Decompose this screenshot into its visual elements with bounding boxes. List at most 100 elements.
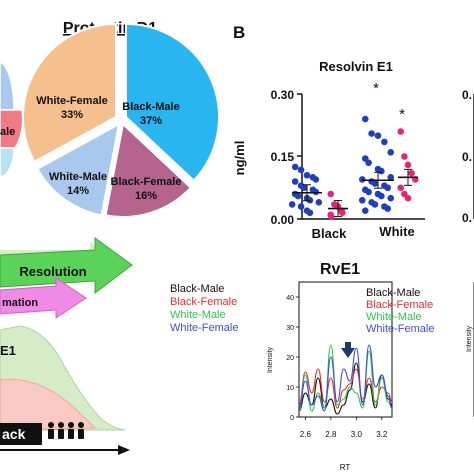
flow-legend-black-female: Black-Female [170,296,237,308]
chrom-ylabel: Intensity [267,346,274,373]
chrom-xtick-label: 2.8 [325,430,337,439]
right-partial-ylabel: Intensity [466,325,473,352]
right-partial-tick: 0. [462,88,472,102]
pie-label-white-male: White-Male [49,171,107,183]
chrom-ytick-label: 30 [286,325,294,332]
chrom-legend-white-female: White-Female [366,323,434,335]
partial-pie-label: ale [0,126,15,138]
chrom-legend-black-female: Black-Female [366,299,433,311]
scatter-point [374,132,382,139]
right-partial-tick: 0. [462,211,472,225]
chrom-xlabel: RT [340,463,351,472]
scatter-point [294,192,302,200]
sig-star-white-female: * [399,106,405,123]
pie-slice-black-male [125,22,220,183]
scatter-point [361,115,369,123]
scatter-point [312,188,320,196]
chrom-ytick-label: 10 [286,385,294,392]
chrom-yticks: 40 30 20 10 0 [286,295,299,422]
pie-chart [22,22,220,218]
pie-pct-black-female: 16% [135,190,157,202]
scatter-point [315,199,323,206]
scatter-point [408,169,415,177]
black-group-label: ack [2,426,26,442]
flow-legend-black-male: Black-Male [170,283,224,295]
scatter-point [338,209,346,217]
chrom-legend-black-male: Black-Male [366,287,420,299]
scatter-point [387,194,395,202]
curve-label: E1 [0,343,16,358]
scatter-point [291,178,299,185]
scatter-point [300,184,308,192]
scatter-ytick-label: 0.15 [271,150,295,164]
inflammation-curve [0,378,97,431]
scatter-point [384,205,392,212]
scatter-point [297,203,305,210]
people-icon [48,422,84,439]
pie-slice-black-female [104,122,193,218]
chrom-legend: Black-Male Black-Female White-Male White… [366,287,434,335]
scatter-point [371,201,379,208]
scatter-point [387,174,395,181]
scatter-group-white: White [379,224,414,239]
scatter-point [397,128,405,135]
scatter-ytick-label: 0.00 [271,213,295,227]
inflammation-arrow [0,277,87,319]
pie-slice-white-male [36,122,121,217]
scatter-point [397,184,405,192]
scatter-point [291,163,299,171]
chrom-line-white-female [298,344,393,412]
pie-pct-white-female: 33% [61,109,83,121]
scatter-title: Resolvin E1 [319,59,393,74]
scatter-point [384,184,392,192]
scatter-point [288,201,296,208]
scatter-point [306,209,314,217]
scatter-point [404,194,412,202]
chrom-lines [298,344,393,415]
scatter-point [378,167,385,175]
scatter-ytick-label: 0.30 [271,88,295,102]
scatter-point [378,192,385,200]
flow-axis-arrowhead [118,445,130,455]
scatter-point [371,180,379,187]
pie-label-black-male: Black-Male [122,101,179,113]
right-partial-axis: 0. 0. 0. [462,88,474,225]
chrom-xtick-label: 3.2 [376,430,388,439]
chrom-legend-white-male: White-Male [366,311,422,323]
chrom-xticks: 2.6 2.8 3.0 3.2 [300,417,388,439]
scatter-point [365,188,372,196]
scatter-point [358,176,366,183]
sig-star-white-male: * [373,80,379,97]
pie-label-black-female: Black-Female [111,176,182,188]
flow-legend-white-female: White-Female [170,322,238,334]
pie-slice-white-female [22,22,117,164]
chrom-ytick-label: 0 [290,415,294,422]
pie-pct-black-male: 37% [140,115,162,127]
scatter-point [368,130,375,137]
scatter-point [404,161,412,169]
chrom-title: RvE1 [320,261,360,278]
scatter-point [327,190,335,198]
pie-pct-white-male: 14% [67,185,89,197]
black-group-box [0,423,42,445]
scatter-point [303,171,311,179]
flow-legend: Black-Male Black-Female White-Male White… [170,283,238,334]
scatter-point [365,159,372,167]
scatter-point [328,213,335,221]
scatter-ylabel: ng/ml [232,141,247,176]
inflammation-label: mation [2,297,38,309]
scatter-yticks: 0.30 0.15 0.00 [271,88,302,227]
pie-label-white-female: White-Female [36,95,108,107]
chrom-xtick-label: 2.6 [300,430,312,439]
scatter-point [387,149,395,156]
scatter-points [288,115,419,221]
panel-b-letter: B [233,23,245,42]
chrom-ytick-label: 40 [286,295,294,302]
scatter-point [401,153,408,160]
resolution-arrow [0,237,133,295]
scatter-point [312,176,320,183]
chrom-ytick-label: 20 [286,355,294,362]
scatter-point [358,196,366,204]
scatter-point [361,207,369,214]
